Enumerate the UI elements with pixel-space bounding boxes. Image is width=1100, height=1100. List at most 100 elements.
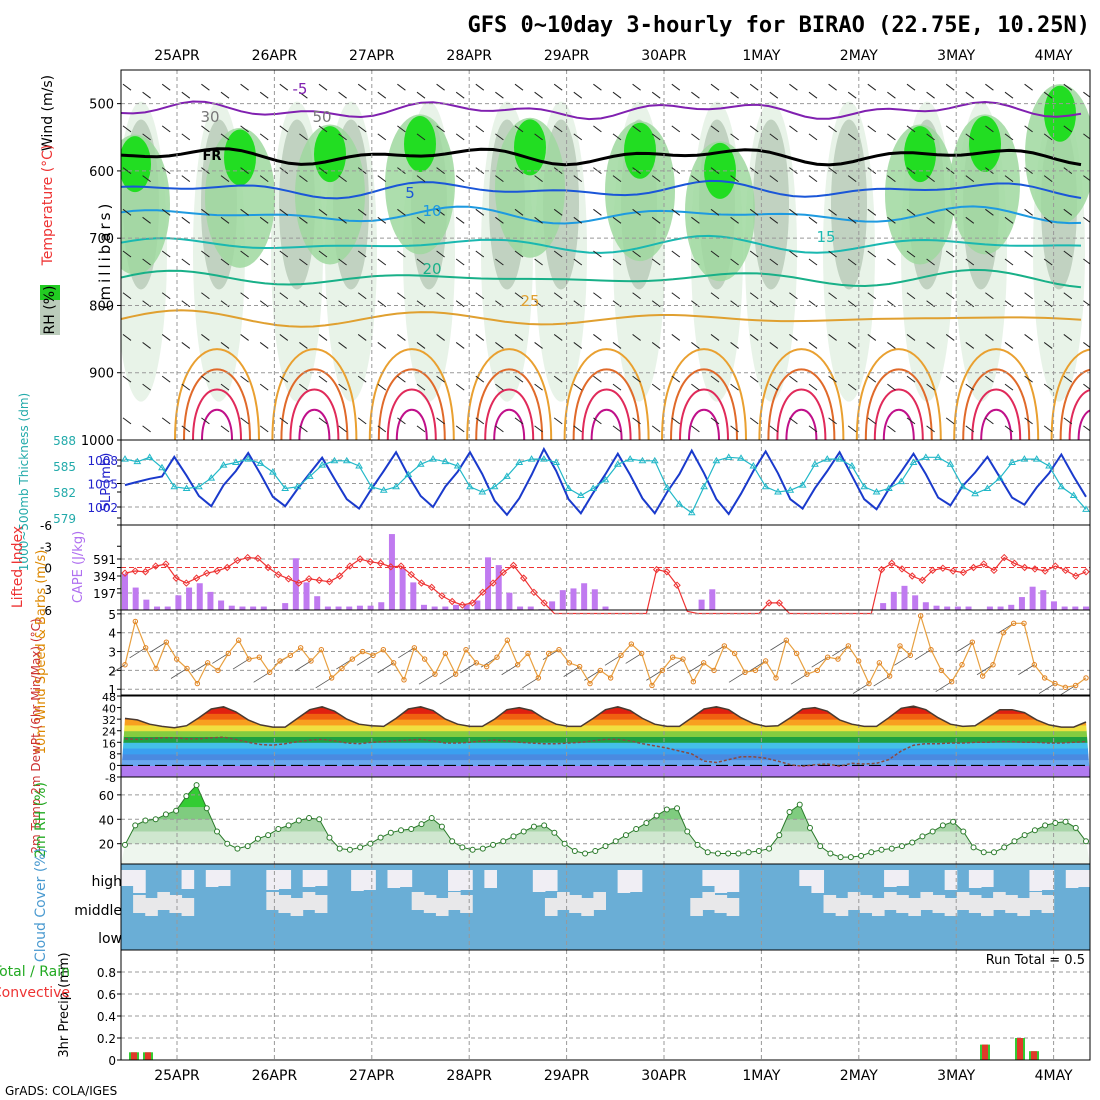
wind-barb	[1063, 292, 1073, 300]
wind-barb	[573, 300, 583, 308]
thickness-marker	[884, 484, 893, 492]
date-label-top: 4MAY	[1035, 48, 1073, 64]
wind-barb	[553, 208, 563, 216]
wind-barb	[397, 125, 406, 133]
wind-barb	[436, 208, 445, 216]
wind-barb	[397, 208, 406, 216]
wind-barb	[161, 292, 171, 300]
cloud-clear-high	[448, 870, 461, 891]
temperature-isotherm-warm	[980, 408, 1013, 440]
wind-barb	[161, 417, 171, 425]
rh-marker	[377, 834, 384, 841]
cloud-clear-middle	[557, 892, 570, 910]
tick-label: 0.6	[97, 988, 116, 1002]
date-label-top: 3MAY	[937, 48, 975, 64]
wind-barb	[318, 292, 328, 300]
wind-barb	[495, 216, 504, 224]
thickness-ylabel: 1000~500mb Thickness (dm)	[17, 393, 31, 571]
date-label-top: 26APR	[252, 48, 298, 64]
wind-barb	[985, 292, 994, 300]
wind-speed-marker	[566, 660, 573, 666]
wind-barb	[181, 175, 191, 183]
wind-barb	[377, 133, 387, 141]
wind-barb	[475, 125, 485, 133]
wind-barb	[377, 175, 387, 183]
li-marker	[1061, 566, 1070, 575]
wind-barb	[534, 258, 543, 266]
wind-barb	[1063, 250, 1073, 258]
wind-barb	[259, 342, 269, 349]
wind-speed-marker	[163, 639, 170, 645]
wind-barb	[691, 342, 700, 349]
cloud-clear-middle	[920, 892, 934, 910]
rh-shade-bright	[1044, 85, 1076, 142]
wind-barb	[769, 258, 779, 266]
wind-barb	[651, 300, 661, 308]
cape-bar	[463, 604, 470, 610]
wind-speed-marker	[752, 667, 759, 674]
wind-barb	[887, 91, 896, 99]
wind-speed-marker	[235, 637, 242, 643]
thickness-marker	[392, 482, 400, 490]
wind-barb	[161, 250, 171, 258]
li-marker	[162, 560, 170, 568]
wind-barb	[632, 375, 641, 383]
pressure-axis: 500 600 700 800 900 1000	[81, 98, 121, 449]
rh-marker	[939, 822, 946, 829]
wind-barb	[181, 425, 191, 433]
cloud-clear-high	[1041, 870, 1055, 890]
wind-speed-marker	[773, 675, 779, 681]
thickness-marker	[170, 482, 179, 490]
wind-barb	[749, 250, 759, 258]
wind-speed-marker	[990, 662, 996, 668]
tick-label: 1005	[87, 478, 118, 492]
rh-marker	[254, 835, 261, 842]
wind-barb-10m	[914, 649, 932, 661]
rh-marker	[1072, 824, 1079, 831]
wind-barb	[240, 292, 249, 300]
wind-barb	[671, 83, 681, 91]
wind-barb	[436, 375, 445, 383]
profile-panel: 500 600 700 800 900 1000 -5 5 10 15 20 25 30 50 FR (m…	[40, 69, 1091, 449]
wind-barb	[122, 208, 132, 216]
rh-marker	[152, 816, 159, 823]
thickness-marker	[921, 453, 930, 460]
cloud-clear-high	[484, 870, 497, 888]
wind-speed-marker	[380, 646, 387, 653]
wind-speed-marker	[494, 654, 500, 660]
wind-barb-10m	[294, 660, 312, 672]
rh-shade-mid	[753, 119, 789, 290]
cloud-clear-high	[968, 870, 982, 888]
rh-panel: 20 40 60 2m RH (%)	[33, 776, 1091, 865]
wind-barb	[201, 375, 210, 383]
rh-marker	[520, 828, 527, 835]
legend-wind: Wind (m/s)	[40, 75, 56, 151]
wind-barb	[455, 383, 465, 391]
li-marker	[888, 559, 896, 567]
rh-marker	[1083, 838, 1089, 845]
li-marker	[121, 569, 129, 577]
rh-marker	[612, 838, 619, 845]
isotherm-line	[121, 205, 1082, 225]
wind-barb	[632, 292, 641, 300]
wind-speed-marker	[132, 618, 139, 625]
li-marker	[223, 563, 231, 572]
rh-marker	[224, 840, 231, 847]
wind-barb	[887, 175, 896, 183]
thickness-marker	[293, 482, 302, 490]
cloud-clear-high	[121, 870, 134, 886]
wind-barb	[1083, 425, 1090, 432]
cloud-clear-middle	[1041, 895, 1055, 913]
wind-barb	[259, 383, 269, 391]
tick-label: 579	[53, 512, 76, 526]
rh-marker	[1021, 832, 1028, 839]
wind-barb	[926, 342, 935, 349]
wind-frame	[120, 609, 1091, 696]
wind-barb	[573, 91, 583, 99]
wind-barb	[632, 334, 641, 341]
cloud-clear-middle	[956, 892, 970, 910]
wind-barb	[573, 216, 583, 224]
contour-label: 10	[422, 202, 441, 220]
rh-marker	[173, 807, 180, 814]
cape-bar	[1018, 597, 1025, 610]
